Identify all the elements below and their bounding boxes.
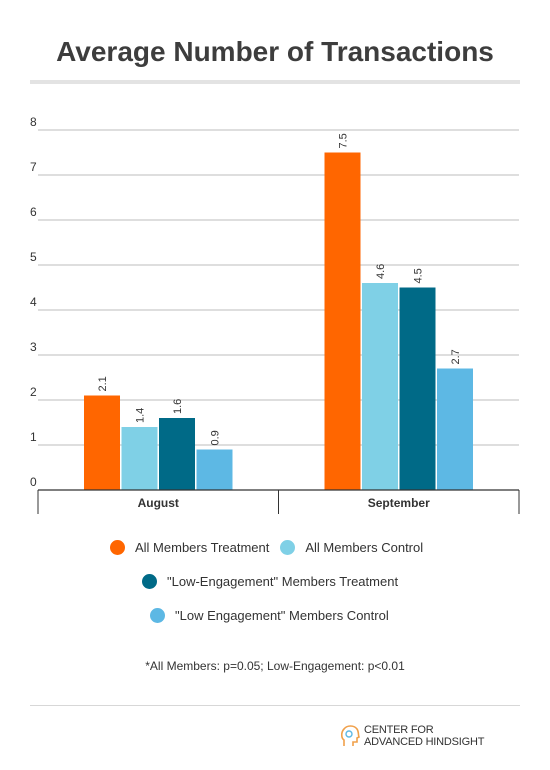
legend-item-all-members-treatment: All Members Treatment (110, 540, 269, 555)
legend-swatch (150, 608, 165, 623)
legend-swatch (110, 540, 125, 555)
y-tick-label: 0 (30, 475, 37, 489)
data-label: 1.4 (135, 408, 147, 423)
legend-row-2: "Low-Engagement" Members Treatment (142, 574, 398, 589)
y-tick-label: 7 (30, 160, 37, 174)
legend-swatch (142, 574, 157, 589)
title-divider (30, 80, 520, 84)
footer-divider (30, 705, 520, 706)
x-category-label: September (368, 496, 430, 510)
y-tick-label: 2 (30, 385, 37, 399)
legend-item-low-engagement-treatment: "Low-Engagement" Members Treatment (142, 574, 398, 589)
x-category-label: August (138, 496, 179, 510)
y-tick-label: 5 (30, 250, 37, 264)
bar (324, 152, 361, 490)
footnote: *All Members: p=0.05; Low-Engagement: p<… (145, 659, 405, 673)
data-label: 2.1 (97, 376, 109, 391)
logo-line-2: ADVANCED HINDSIGHT (364, 736, 485, 748)
bar (121, 427, 158, 490)
legend-row-1: All Members Treatment All Members Contro… (110, 540, 423, 555)
data-label: 4.5 (413, 268, 425, 283)
y-tick-label: 8 (30, 115, 37, 129)
legend-row-3: "Low Engagement" Members Control (150, 608, 389, 623)
chart-title: Average Number of Transactions (56, 36, 494, 67)
legend-label: All Members Control (305, 540, 424, 555)
bar (437, 368, 473, 490)
legend-label: All Members Treatment (135, 540, 270, 555)
legend-item-low-engagement-control: "Low Engagement" Members Control (150, 608, 389, 623)
data-label: 7.5 (338, 133, 350, 148)
logo: CENTER FOR ADVANCED HINDSIGHT (340, 724, 484, 748)
legend-item-all-members-control: All Members Control (280, 540, 423, 555)
legend-label: "Low-Engagement" Members Treatment (167, 574, 399, 589)
bar (362, 283, 398, 490)
y-tick-label: 3 (30, 340, 37, 354)
bar-chart: 0 1 2 3 4 5 6 7 8 2.1 1.4 1.6 0.9 August 7.5 4.6 4.5 2.7 S… (30, 115, 520, 514)
y-tick-label: 6 (30, 205, 37, 219)
data-label: 4.6 (375, 264, 387, 279)
bar (399, 287, 436, 490)
logo-line-1: CENTER FOR (364, 724, 434, 736)
data-label: 1.6 (172, 399, 184, 414)
y-tick-label: 1 (30, 430, 37, 444)
bar (84, 395, 120, 490)
data-label: 0.9 (210, 430, 222, 445)
y-tick-label: 4 (30, 295, 37, 309)
data-label: 2.7 (450, 349, 462, 364)
legend-swatch (280, 540, 296, 555)
legend-label: "Low Engagement" Members Control (175, 608, 389, 623)
bar (196, 449, 233, 490)
bar (159, 418, 195, 490)
head-outline-icon (340, 725, 360, 746)
